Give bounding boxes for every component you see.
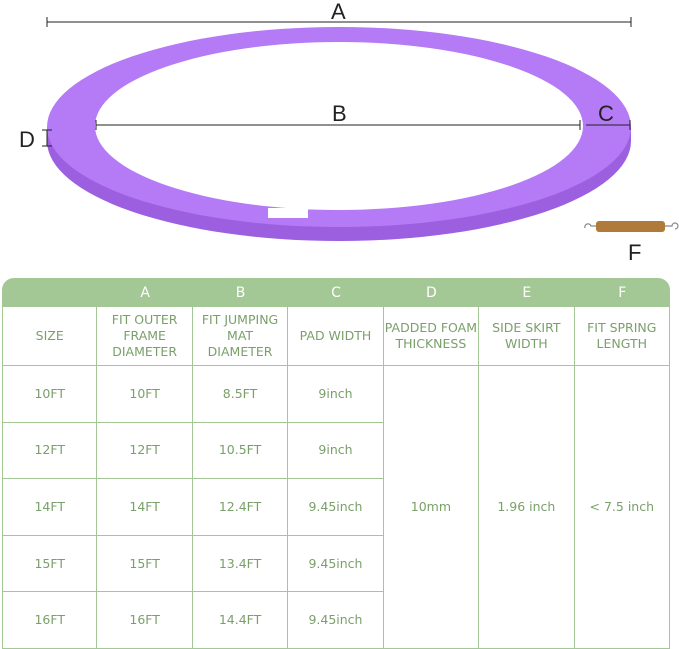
column-header: FIT OUTER FRAME DIAMETER: [97, 307, 193, 366]
cell: 15FT: [2, 535, 98, 593]
cell: 15FT: [97, 535, 193, 593]
column-header: SIDE SKIRT WIDTH: [479, 307, 575, 366]
label-f: F: [628, 240, 642, 265]
label-b: B: [332, 101, 347, 126]
letter-header: F: [574, 278, 670, 307]
cell: 8.5FT: [192, 366, 289, 423]
label-a: A: [331, 0, 346, 24]
pad-tag: [268, 208, 308, 218]
pad-ring: [47, 27, 631, 241]
size-spec-table: A B C D E F SIZE FIT OUTER FRAME DIAMETE…: [2, 278, 670, 649]
cell: 9inch: [288, 422, 384, 480]
cell: 12.4FT: [192, 479, 289, 536]
skirt-width-cell: 1.96 inch: [479, 366, 575, 649]
label-d: D: [19, 127, 35, 152]
foam-thickness-cell: 10mm: [383, 366, 480, 649]
letter-header: E: [479, 278, 575, 307]
cell: 9.45inch: [288, 479, 384, 536]
dimension-lines: [42, 17, 632, 147]
cell: 13.4FT: [192, 535, 289, 593]
column-header: PAD WIDTH: [288, 307, 384, 366]
cell: 12FT: [2, 422, 98, 480]
letter-header: B: [192, 278, 289, 307]
cell: 9.45inch: [288, 592, 384, 649]
cell: 12FT: [97, 422, 193, 480]
letter-header: D: [383, 278, 480, 307]
table-row: 15FT 15FT 13.4FT 9.45inch: [2, 535, 670, 593]
letter-header-row: A B C D E F: [2, 278, 670, 307]
letter-header: [2, 278, 98, 307]
column-header-row: SIZE FIT OUTER FRAME DIAMETER FIT JUMPIN…: [2, 307, 670, 366]
column-header: FIT JUMPING MAT DIAMETER: [192, 307, 289, 366]
cell: 16FT: [2, 592, 98, 649]
cell: 16FT: [97, 592, 193, 649]
trampoline-pad-diagram: [42, 17, 679, 241]
column-header: PADDED FOAM THICKNESS: [383, 307, 480, 366]
table-row: 10FT 10FT 8.5FT 9inch 10mm 1.96 inch < 7…: [2, 366, 670, 649]
spring-length-cell: < 7.5 inch: [574, 366, 670, 649]
table-row: 12FT 12FT 10.5FT 9inch: [2, 422, 670, 480]
cell: 9inch: [288, 366, 384, 423]
label-c: C: [598, 101, 614, 126]
column-header: FIT SPRING LENGTH: [574, 307, 670, 366]
spring-icon: [584, 221, 679, 232]
cell: 10FT: [97, 366, 193, 423]
cell: 9.45inch: [288, 535, 384, 593]
letter-header: C: [288, 278, 384, 307]
cell: 14.4FT: [192, 592, 289, 649]
cell: 14FT: [97, 479, 193, 536]
column-header: SIZE: [2, 307, 98, 366]
table-row: 14FT 14FT 12.4FT 9.45inch: [2, 479, 670, 536]
cell: 10FT: [2, 366, 98, 423]
cell: 10.5FT: [192, 422, 289, 480]
letter-header: A: [97, 278, 193, 307]
cell: 14FT: [2, 479, 98, 536]
